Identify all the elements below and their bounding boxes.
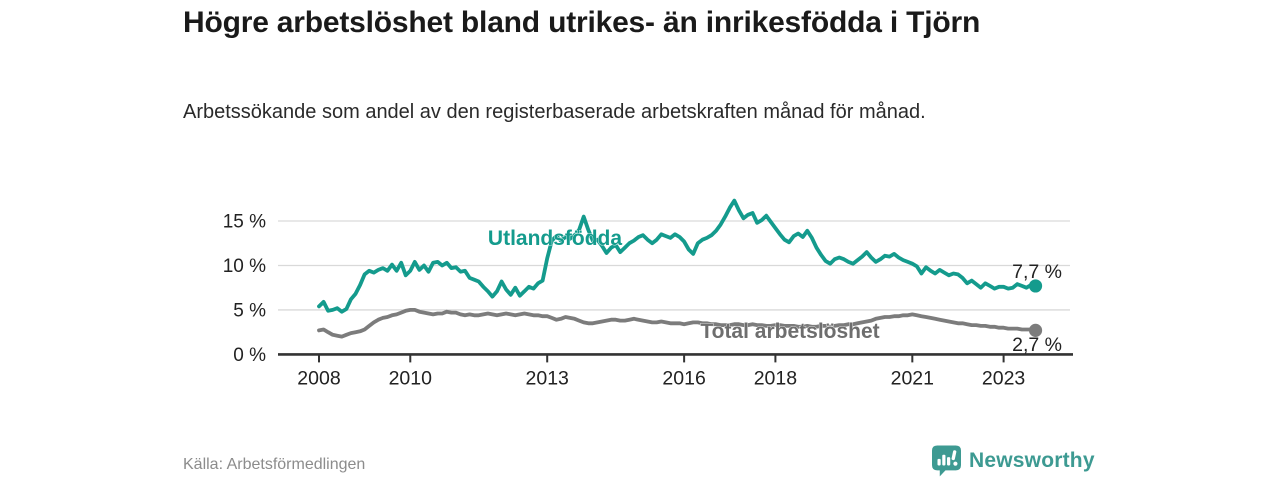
x-axis-tick-label: 2010 bbox=[389, 367, 433, 389]
source-note: Källa: Arbetsförmedlingen bbox=[183, 456, 366, 473]
series-line-total bbox=[317, 307, 1038, 339]
series-label-utlandsfodda: Utlandsfödda bbox=[488, 227, 622, 250]
chart-title: Högre arbetslöshet bland utrikes- än inr… bbox=[183, 6, 981, 39]
brand-name: Newsworthy bbox=[969, 449, 1095, 472]
series-label-total: Total arbetslöshet bbox=[700, 320, 879, 343]
y-axis-tick-label: 15 % bbox=[223, 212, 266, 233]
line-chart: 0 % 5 % 10 % 15 % 2008 2010 2013 2016 2018 2021 20… bbox=[180, 178, 1080, 410]
series-end-value-label: 7,7 % bbox=[1012, 261, 1062, 283]
x-axis-tick-label: 2018 bbox=[754, 367, 797, 389]
chart-subtitle: Arbetssökande som andel av den registerb… bbox=[183, 101, 926, 123]
series-end-dot bbox=[1028, 279, 1043, 293]
x-axis-tick-label: 2023 bbox=[982, 367, 1025, 389]
series-end-value-label: 2,7 % bbox=[1012, 334, 1062, 356]
series-end-dot bbox=[1028, 323, 1043, 337]
x-axis-tick-label: 2008 bbox=[297, 367, 340, 389]
y-axis-tick-label: 5 % bbox=[233, 300, 266, 321]
brand-logo: Newsworthy bbox=[932, 444, 1095, 478]
x-axis-tick-label: 2021 bbox=[891, 367, 934, 389]
y-axis-tick-label: 10 % bbox=[223, 256, 266, 277]
line-chart-svg: 0 % 5 % 10 % 15 % 2008 2010 2013 2016 2018 2021 20… bbox=[223, 198, 1073, 389]
newsworthy-bubble-chart-icon bbox=[932, 445, 961, 477]
y-axis-tick-label: 0 % bbox=[233, 345, 266, 366]
x-axis-tick-label: 2016 bbox=[662, 367, 705, 389]
series-line-utlandsfodda bbox=[317, 198, 1038, 314]
x-axis-tick-label: 2013 bbox=[526, 367, 569, 389]
